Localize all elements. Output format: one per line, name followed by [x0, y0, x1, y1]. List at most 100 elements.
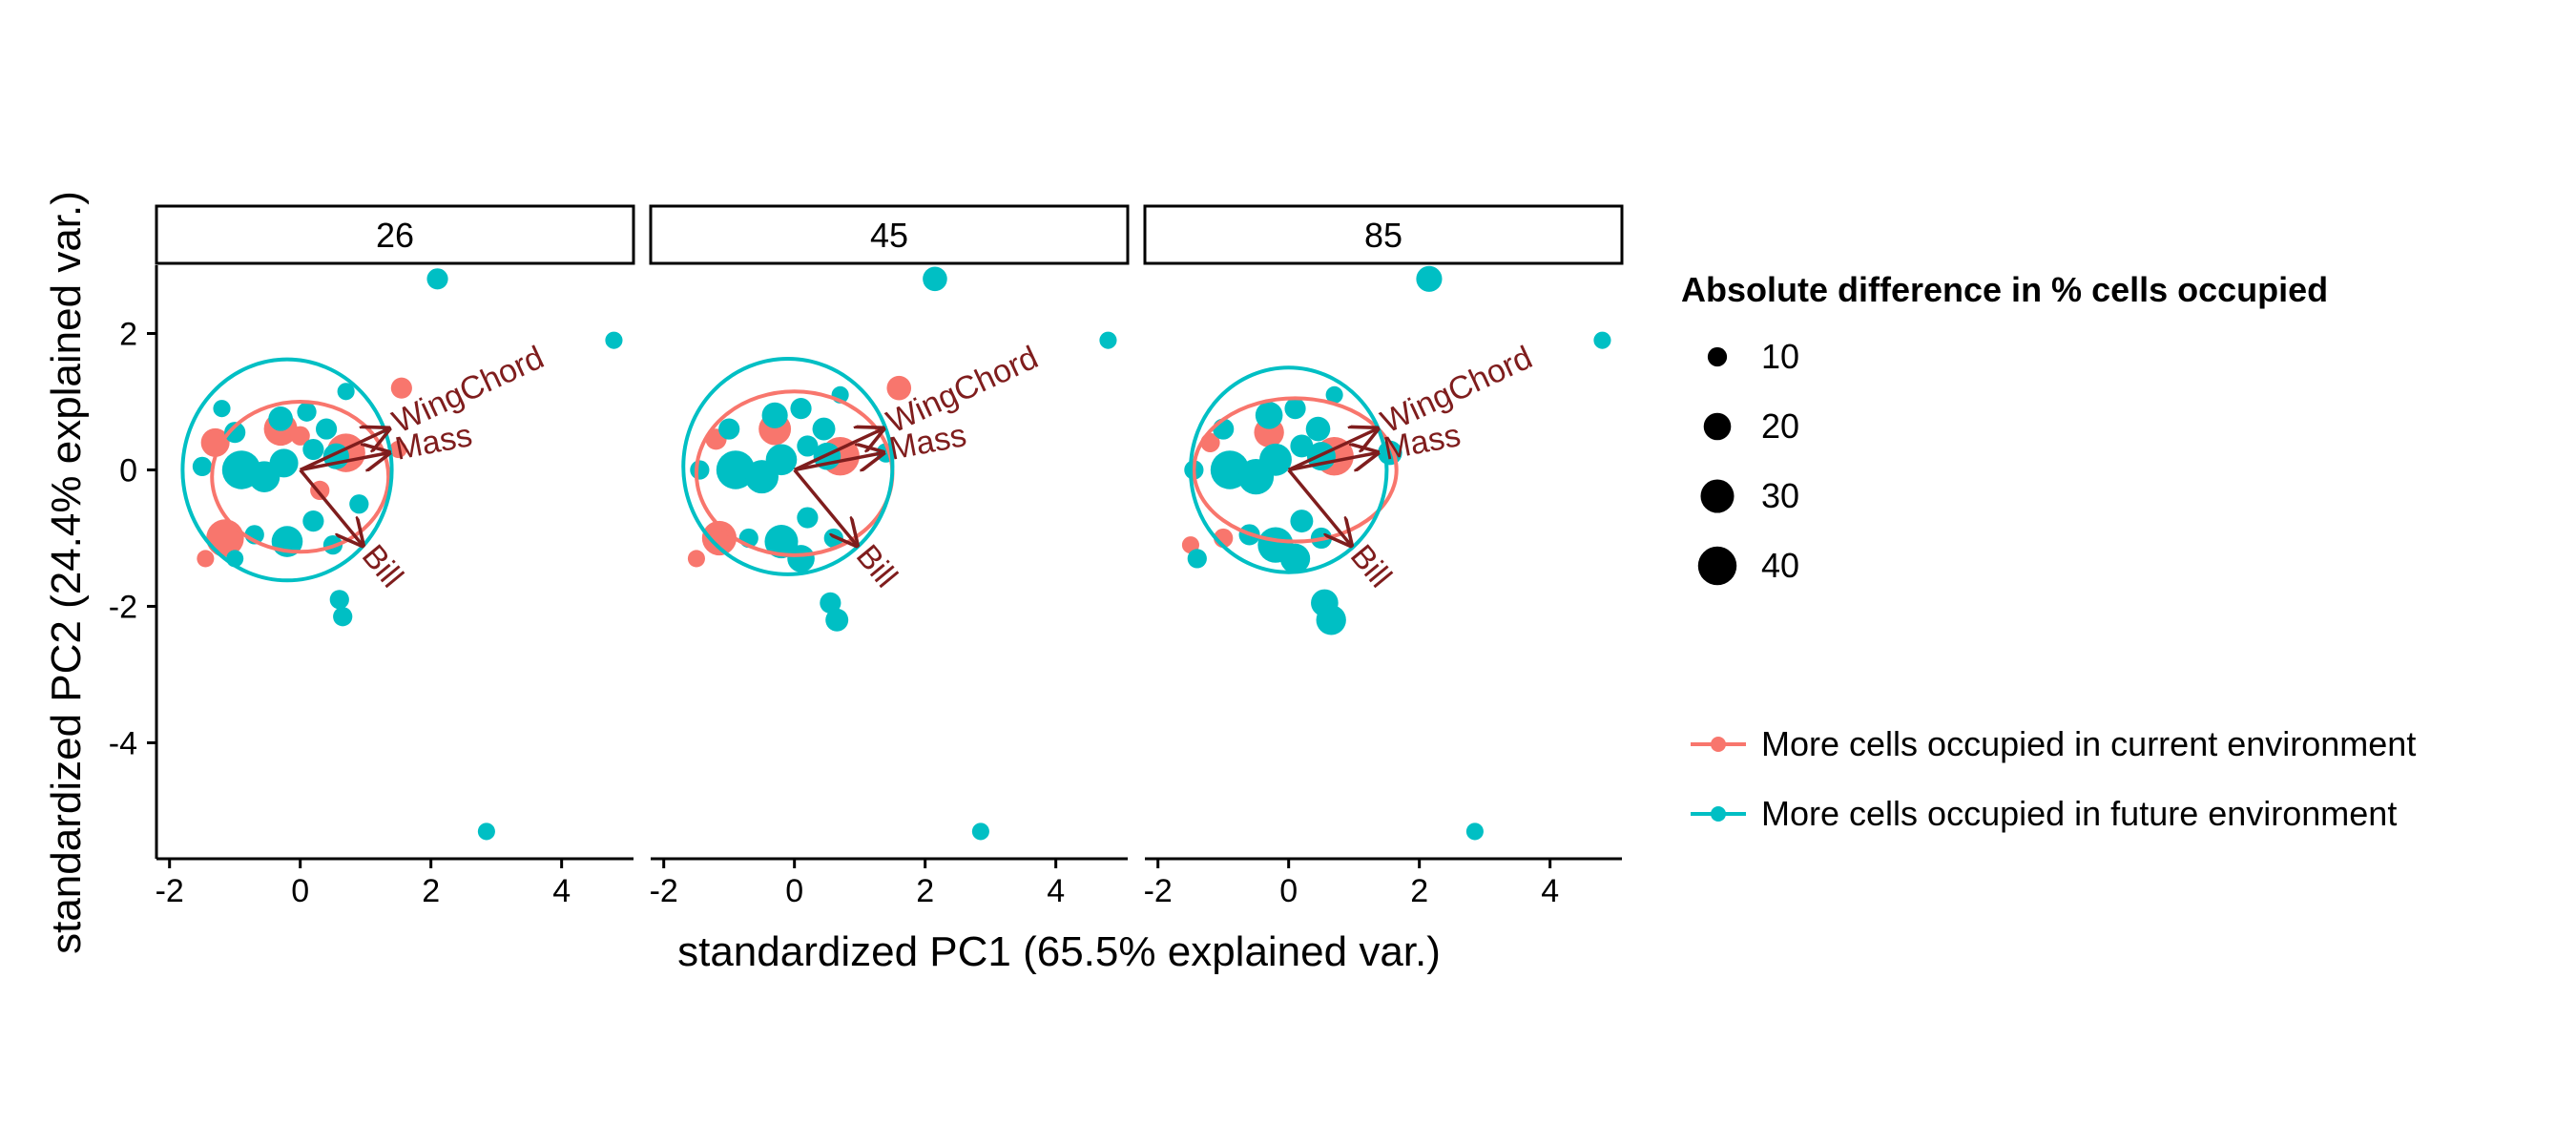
point-future: [790, 398, 812, 420]
point-future: [765, 444, 798, 476]
point-future: [971, 822, 989, 841]
point-future: [333, 607, 353, 627]
color-legend-label: More cells occupied in current environme…: [1761, 724, 2416, 763]
point-current: [390, 377, 412, 399]
facet-strip-label: 85: [1364, 216, 1402, 255]
size-legend-key: [1700, 479, 1735, 513]
size-legend-key: [1703, 412, 1732, 441]
point-future: [268, 406, 293, 431]
loading-arrow-mass: [1288, 453, 1377, 470]
y-tick-label: -4: [109, 725, 137, 761]
size-legend-label: 40: [1761, 546, 1799, 585]
size-legend: 10 20 30 40: [1697, 337, 1799, 586]
point-current: [687, 550, 705, 568]
loading-arrow-mass: [794, 453, 883, 470]
x-tick-label: 4: [1541, 873, 1559, 909]
point-future: [224, 422, 246, 444]
color-legend-dot: [1711, 806, 1726, 822]
point-future: [1305, 416, 1331, 442]
color-legend-label: More cells occupied in future environmen…: [1761, 794, 2397, 833]
size-legend-key: [1707, 346, 1728, 367]
point-future: [1284, 398, 1306, 420]
point-current: [886, 375, 912, 401]
point-future: [812, 417, 836, 441]
y-tick-label: 2: [119, 316, 137, 352]
point-current: [197, 550, 215, 568]
x-tick-label: 0: [785, 873, 803, 909]
x-tick-label: 4: [552, 873, 571, 909]
x-tick-label: 2: [422, 873, 440, 909]
point-current: [290, 426, 310, 446]
point-future: [1187, 549, 1207, 569]
point-current: [701, 520, 737, 556]
point-future: [213, 400, 231, 418]
ellipse-current: [210, 399, 391, 554]
facet-strip-label: 26: [376, 216, 414, 255]
loading-arrow-mass: [300, 453, 388, 470]
point-future: [1316, 605, 1346, 635]
legend: Absolute difference in % cells occupied …: [1681, 270, 2416, 833]
point-future: [1416, 265, 1443, 292]
point-future: [718, 418, 740, 440]
point-future: [302, 510, 324, 532]
x-tick-label: 2: [916, 873, 934, 909]
point-future: [337, 383, 355, 401]
color-legend-dot: [1711, 737, 1726, 752]
point-future: [761, 402, 788, 428]
loading-arrow-bill: [1287, 468, 1351, 545]
x-tick-label: 0: [291, 873, 309, 909]
facet-strip-26: [155, 204, 635, 265]
point-future: [797, 507, 819, 529]
loading-arrow-wingchord: [1287, 429, 1377, 472]
point-future: [825, 608, 849, 632]
point-future: [716, 450, 756, 489]
x-tick-label: -2: [650, 873, 678, 909]
facet-strip-45: [649, 204, 1130, 265]
x-tick-label: 0: [1279, 873, 1298, 909]
ellipse-current: [1192, 396, 1399, 544]
point-future: [1290, 510, 1314, 533]
point-future: [269, 448, 299, 478]
size-legend-label: 10: [1761, 337, 1799, 376]
point-future: [426, 268, 448, 290]
point-future: [797, 435, 819, 457]
point-future: [1290, 434, 1314, 458]
point-future: [192, 456, 213, 477]
size-legend-key: [1697, 546, 1737, 586]
y-tick-label: 0: [119, 452, 137, 489]
x-tick-label: 2: [1410, 873, 1428, 909]
point-future: [690, 460, 710, 480]
point-future: [297, 402, 317, 422]
point-future: [1465, 822, 1484, 841]
point-future: [1325, 385, 1343, 404]
point-future: [764, 525, 799, 559]
color-legend: More cells occupied in current environme…: [1691, 724, 2416, 833]
size-legend-label: 20: [1761, 406, 1799, 446]
ellipse-future: [1188, 365, 1389, 574]
point-future: [329, 590, 349, 610]
loading-arrow-bill: [299, 468, 363, 545]
point-future: [315, 418, 338, 440]
y-tick-label: -2: [109, 589, 137, 625]
point-future: [923, 266, 947, 292]
point-future: [302, 438, 324, 461]
point-future: [1255, 401, 1283, 429]
size-legend-title: Absolute difference in % cells occupied: [1681, 270, 2328, 309]
point-future: [820, 592, 841, 614]
point-future: [605, 331, 623, 349]
x-axis-title: standardized PC1 (65.5% explained var.): [677, 928, 1441, 975]
point-future: [787, 545, 815, 572]
loading-arrow-wingchord: [793, 429, 883, 472]
facet-strip-85: [1143, 204, 1624, 265]
point-future: [1279, 543, 1311, 574]
x-tick-label: 4: [1047, 873, 1065, 909]
point-future: [349, 494, 369, 514]
point-future: [1099, 331, 1117, 349]
point-current: [200, 427, 230, 457]
y-axis-title: standardized PC2 (24.4% explained var.): [43, 191, 90, 954]
